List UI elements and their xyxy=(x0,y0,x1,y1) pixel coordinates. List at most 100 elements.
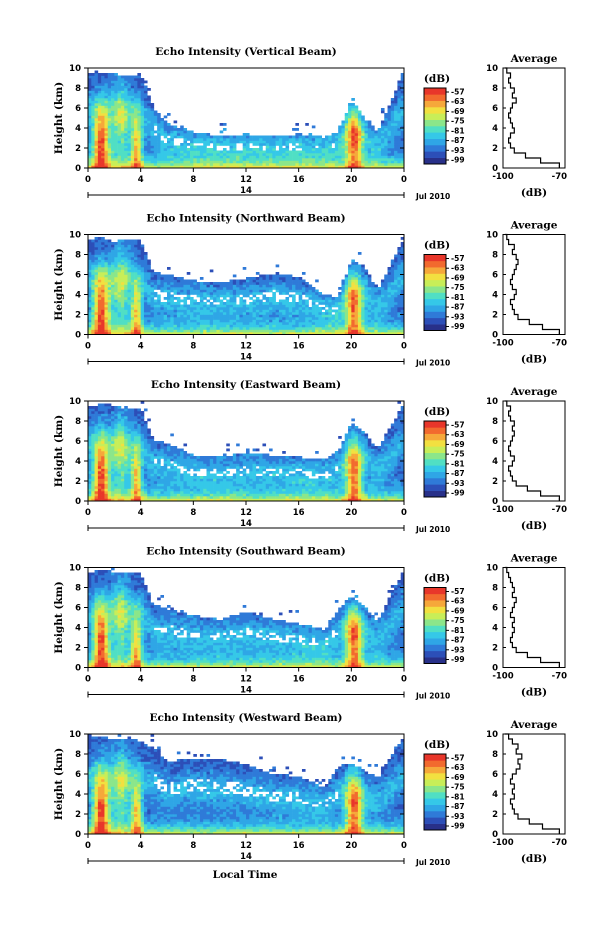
heatmap-cell xyxy=(114,83,118,86)
heatmap-cell xyxy=(137,259,141,263)
heatmap-cell xyxy=(176,319,181,323)
heatmap-cell xyxy=(285,289,290,293)
heatmap-cell xyxy=(246,138,250,141)
heatmap-cell xyxy=(117,431,122,434)
heatmap-cell xyxy=(91,488,95,492)
heatmap-cell xyxy=(295,128,299,131)
heatmap-cell xyxy=(236,292,240,295)
heatmap-cell xyxy=(361,302,365,305)
heatmap-cell xyxy=(298,155,303,159)
heatmap-cell xyxy=(249,277,253,280)
heatmap-cell xyxy=(384,287,388,290)
heatmap-cell xyxy=(163,163,168,166)
heatmap-cell xyxy=(170,140,174,144)
heatmap-cell xyxy=(400,249,405,253)
heatmap-cell xyxy=(400,244,405,248)
heatmap-cell xyxy=(111,78,115,81)
heatmap-cell xyxy=(94,98,99,101)
heatmap-cell xyxy=(377,287,382,290)
heatmap-cell xyxy=(295,135,299,139)
heatmap-cell xyxy=(338,317,342,320)
heatmap-cell xyxy=(114,421,118,424)
heatmap-cell xyxy=(91,483,95,487)
heatmap-cell xyxy=(107,105,112,109)
heatmap-cell xyxy=(143,257,148,260)
heatmap-cell xyxy=(351,153,355,156)
heatmap-cell xyxy=(183,317,188,320)
heatmap-cell xyxy=(377,292,382,295)
heatmap-cell xyxy=(111,282,115,285)
heatmap-cell xyxy=(262,327,267,330)
heatmap-cell xyxy=(124,458,128,462)
heatmap-cell xyxy=(255,272,260,275)
heatmap-cell xyxy=(127,292,132,295)
heatmap-cell xyxy=(160,282,165,285)
heatmap-cell xyxy=(308,145,313,149)
heatmap-cell xyxy=(328,148,332,151)
heatmap-cell xyxy=(140,322,145,325)
heatmap-cell xyxy=(301,319,306,323)
heatmap-cell xyxy=(114,282,118,285)
heatmap-cell xyxy=(157,284,161,288)
heatmap-cell xyxy=(101,483,105,487)
heatmap-cell xyxy=(374,294,378,298)
heatmap-cell xyxy=(94,294,99,298)
heatmap-cell xyxy=(104,322,109,325)
heatmap-cell xyxy=(186,319,191,323)
heatmap-cell xyxy=(94,408,99,412)
heatmap-cell xyxy=(88,85,92,89)
heatmap-cell xyxy=(127,274,132,278)
heatmap-cell xyxy=(117,463,122,467)
heatmap-cell xyxy=(97,125,102,129)
heatmap-cell xyxy=(341,289,346,293)
heatmap-cell xyxy=(173,150,178,154)
heatmap-cell xyxy=(111,272,115,275)
heatmap-cell xyxy=(91,416,95,419)
heatmap-cell xyxy=(117,130,122,134)
heatmap-cell xyxy=(104,476,109,479)
heatmap-cell xyxy=(400,274,405,278)
heatmap-cell xyxy=(219,165,224,169)
heatmap-cell xyxy=(193,314,197,318)
heatmap-cell xyxy=(216,297,220,300)
heatmap-cell xyxy=(259,309,263,313)
heatmap-cell xyxy=(143,158,148,161)
heatmap-cell xyxy=(140,145,145,149)
heatmap-cell xyxy=(285,327,290,330)
heatmap-cell xyxy=(354,322,359,325)
heatmap-cell xyxy=(229,297,234,300)
heatmap-cell xyxy=(394,123,398,126)
heatmap-cell xyxy=(120,93,125,96)
heatmap-cell xyxy=(114,259,118,263)
heatmap-cell xyxy=(400,322,405,325)
heatmap-cell xyxy=(91,247,95,250)
heatmap-cell xyxy=(325,299,329,303)
heatmap-cell xyxy=(88,133,92,136)
heatmap-cell xyxy=(153,150,158,154)
heatmap-cell xyxy=(196,322,201,325)
heatmap-cell xyxy=(367,309,372,313)
heatmap-cell xyxy=(137,165,141,169)
heatmap-cell xyxy=(193,324,197,328)
heatmap-cell xyxy=(288,158,293,161)
heatmap-cell xyxy=(196,282,201,285)
heatmap-cell xyxy=(117,113,122,116)
heatmap-cell xyxy=(348,150,352,154)
heatmap-cell xyxy=(157,165,161,169)
heatmap-cell xyxy=(278,317,283,320)
heatmap-cell xyxy=(107,488,112,492)
heatmap-cell xyxy=(147,128,151,131)
heatmap-cell xyxy=(301,165,306,169)
heatmap-cell xyxy=(219,282,224,285)
heatmap-cell xyxy=(124,438,128,442)
heatmap-cell xyxy=(298,158,303,161)
heatmap-cell xyxy=(120,491,125,494)
heatmap-cell xyxy=(318,312,323,315)
heatmap-cell xyxy=(374,329,378,333)
heatmap-cell xyxy=(387,302,392,305)
heatmap-cell xyxy=(288,153,293,156)
heatmap-cell xyxy=(127,110,132,114)
heatmap-cell xyxy=(183,140,188,144)
heatmap-cell xyxy=(114,78,118,81)
heatmap-cell xyxy=(91,413,95,417)
